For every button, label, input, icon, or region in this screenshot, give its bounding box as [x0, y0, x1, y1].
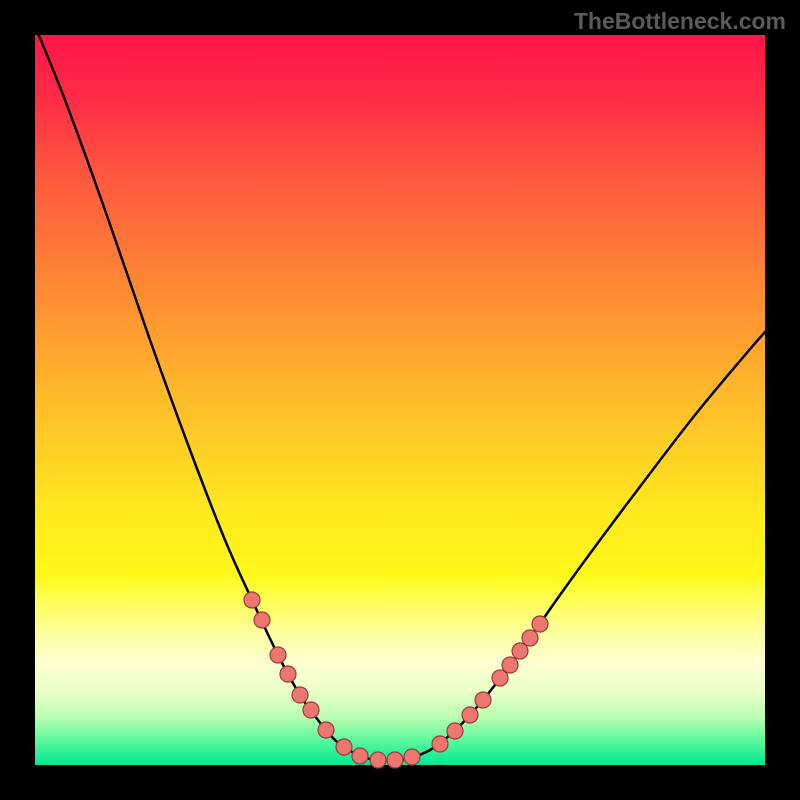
- data-marker: [502, 657, 518, 673]
- data-marker: [447, 723, 463, 739]
- data-marker: [432, 736, 448, 752]
- data-marker: [370, 752, 386, 768]
- data-marker: [254, 612, 270, 628]
- data-marker: [303, 702, 319, 718]
- data-marker: [387, 752, 403, 768]
- data-marker: [462, 707, 478, 723]
- data-marker: [318, 722, 334, 738]
- plot-background: [35, 35, 765, 765]
- data-marker: [244, 592, 260, 608]
- watermark-text: TheBottleneck.com: [574, 8, 786, 35]
- data-marker: [404, 749, 420, 765]
- data-marker: [532, 616, 548, 632]
- data-marker: [512, 643, 528, 659]
- data-marker: [492, 670, 508, 686]
- data-marker: [270, 647, 286, 663]
- data-marker: [352, 748, 368, 764]
- data-marker: [522, 630, 538, 646]
- chart-svg: [0, 0, 800, 800]
- data-marker: [475, 692, 491, 708]
- data-marker: [292, 687, 308, 703]
- data-marker: [336, 739, 352, 755]
- data-marker: [280, 666, 296, 682]
